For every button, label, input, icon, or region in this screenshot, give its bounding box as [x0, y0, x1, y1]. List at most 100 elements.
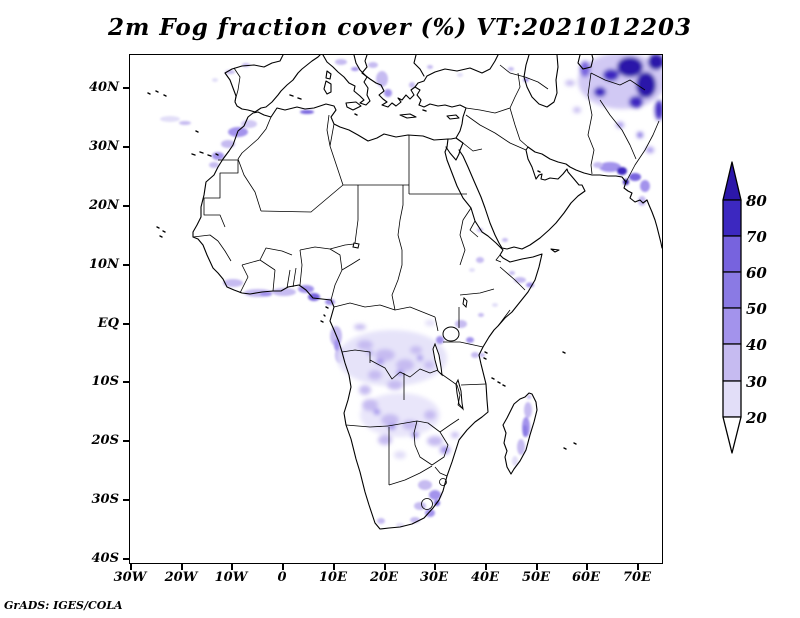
lon-label-20e: 20E [370, 570, 398, 585]
lon-label-0: 0 [277, 570, 287, 585]
colorbar-arrow-top [722, 161, 742, 201]
lat-tick [123, 264, 129, 266]
lat-tick [123, 499, 129, 501]
fog-east-africa [436, 303, 498, 358]
fog-horn-of-africa [469, 228, 534, 357]
gulf-guinea-islands [320, 306, 329, 323]
lake-chad [352, 242, 360, 249]
madeira-azores [147, 90, 199, 133]
lat-tick [123, 146, 129, 148]
lat-label-40s: 40S [91, 551, 119, 566]
lon-tick [333, 564, 335, 570]
coastlines [192, 55, 662, 530]
coast-turkey-blacksea [413, 55, 499, 106]
lon-label-30w: 30W [113, 570, 147, 585]
coast-arabia [458, 146, 586, 250]
lat-label-10n: 10N [89, 257, 119, 272]
colorbar-label-80: 80 [746, 192, 767, 210]
lat-tick [123, 440, 129, 442]
zanzibar-pemba [483, 351, 488, 360]
colorbar-label-70: 70 [746, 228, 767, 246]
country-borders [192, 64, 660, 510]
lon-tick [485, 564, 487, 570]
lon-tick [181, 564, 183, 570]
balearics-malta [289, 94, 427, 116]
lat-label-eq: EQ [97, 316, 119, 331]
colorbar: 80 70 60 50 40 30 20 [710, 158, 782, 462]
lon-label-10w: 10W [214, 570, 248, 585]
coast-caspian [523, 55, 559, 108]
fog-gulf-of-guinea [223, 279, 345, 363]
fog-madagascar [512, 395, 532, 466]
coast-madagascar [502, 392, 538, 475]
colorbar-label-40: 40 [746, 336, 767, 354]
lat-label-10s: 10S [91, 374, 119, 389]
credit-text: GrADS: IGES/COLA [4, 599, 123, 612]
lat-tick [123, 205, 129, 207]
lon-tick [231, 564, 233, 570]
lat-label-20n: 20N [89, 198, 119, 213]
colorbar-seg-50-60 [722, 271, 742, 309]
fog-morocco [160, 110, 314, 168]
colorbar-arrow-bottom [722, 416, 742, 454]
lon-tick [130, 564, 132, 570]
colorbar-seg-70-80 [722, 199, 742, 237]
lat-tick [123, 87, 129, 89]
lat-label-20s: 20S [91, 433, 119, 448]
coast-africa [192, 103, 543, 530]
lon-tick [282, 564, 284, 570]
lake-turkana [462, 296, 468, 309]
island-crete [399, 113, 417, 119]
fog-central-asia [565, 55, 662, 153]
lon-tick [586, 564, 588, 570]
border-swaziland [439, 478, 447, 486]
lon-label-20w: 20W [164, 570, 198, 585]
fog-congo-basin [337, 320, 447, 390]
coast-iran-india [527, 146, 662, 249]
lon-label-10e: 10E [319, 570, 347, 585]
fog-shading-layer [160, 55, 662, 527]
lon-tick [637, 564, 639, 570]
comoros [491, 377, 506, 387]
lat-tick [123, 558, 129, 560]
map-frame [129, 54, 663, 564]
lon-tick [536, 564, 538, 570]
lon-label-40e: 40E [471, 570, 499, 585]
lon-tick [384, 564, 386, 570]
cape-verde [156, 226, 166, 238]
colorbar-seg-40-50 [722, 307, 742, 345]
fog-southern-europe [212, 59, 529, 97]
island-sicily [345, 101, 362, 111]
fog-angola-zambia [359, 385, 459, 459]
lon-label-50e: 50E [522, 570, 550, 585]
fog-south-africa [377, 480, 441, 527]
mascarene-islands [563, 442, 577, 450]
lon-label-30e: 30E [420, 570, 448, 585]
lat-tick [123, 323, 129, 325]
island-cyprus [446, 114, 460, 120]
lon-label-70e: 70E [623, 570, 651, 585]
colorbar-label-60: 60 [746, 264, 767, 282]
lon-tick [434, 564, 436, 570]
lat-label-30n: 30N [89, 139, 119, 154]
island-corsica [325, 70, 332, 80]
colorbar-label-30: 30 [746, 373, 767, 391]
colorbar-seg-20-30 [722, 380, 742, 418]
lat-label-40n: 40N [89, 80, 119, 95]
colorbar-seg-30-40 [722, 343, 742, 382]
coast-italy [322, 55, 371, 106]
lat-tick [123, 381, 129, 383]
colorbar-seg-60-70 [722, 235, 742, 273]
plot-title: 2m Fog fraction cover (%) VT:2021012203 [108, 14, 692, 41]
lon-label-60e: 60E [572, 570, 600, 585]
coast-aral [577, 55, 594, 70]
canary-islands [191, 151, 219, 157]
bahrain-seychelles [537, 170, 566, 354]
border-lesotho [421, 498, 433, 510]
colorbar-label-50: 50 [746, 300, 767, 318]
map-svg [147, 55, 662, 530]
coast-sinai-levant [418, 103, 467, 161]
island-socotra [550, 248, 560, 253]
fog-pakistan-india [593, 162, 650, 206]
island-dots [147, 90, 577, 450]
